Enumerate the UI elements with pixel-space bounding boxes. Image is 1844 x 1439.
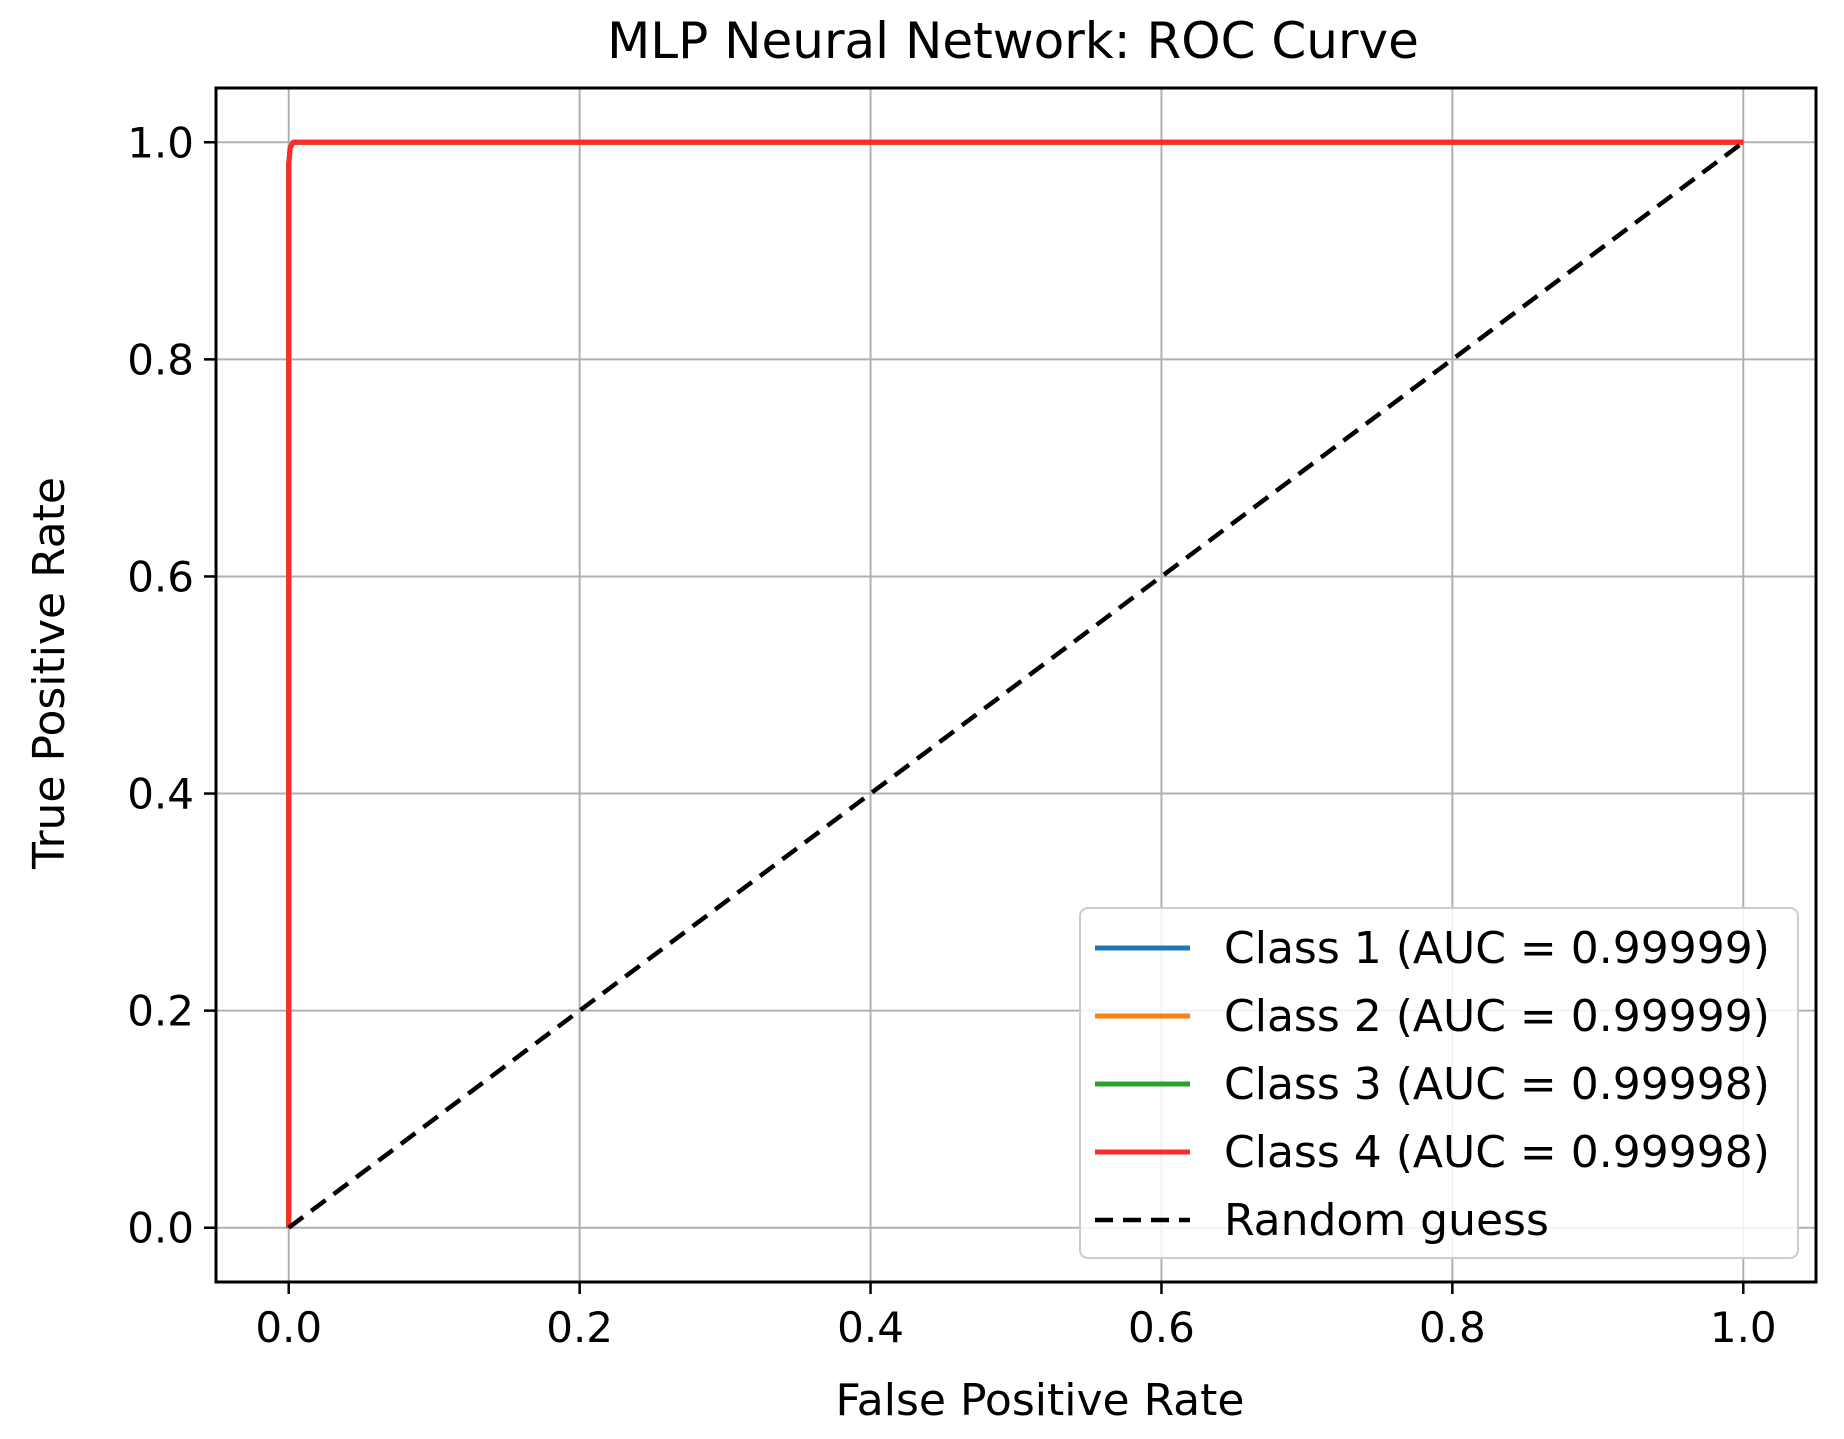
roc-line-class-4 [286,139,1744,1228]
y-axis-label: True Positive Rate [24,477,75,870]
y-tick-label: 1.0 [127,118,194,167]
x-tick-label: 0.8 [1419,1303,1486,1352]
series-group [286,139,1745,1230]
x-axis-label: False Positive Rate [836,1375,1245,1426]
x-tick-label: 0.2 [546,1303,613,1352]
y-tick-label: 0.6 [127,552,194,601]
x-tick-label: 0.6 [1128,1303,1195,1352]
y-tick-label: 0.8 [127,335,194,384]
legend-label: Class 2 (AUC = 0.99999) [1224,991,1770,1042]
legend-box [1079,907,1799,1259]
y-tick-label: 0.2 [127,987,194,1036]
x-tick-label: 0.0 [255,1303,322,1352]
chart-title: MLP Neural Network: ROC Curve [607,12,1419,70]
ticks: 0.0 0.2 0.4 0.6 0.8 1.0 0.0 0.2 0.4 0.6 0.8 1.0 [127,118,1776,1352]
legend: Class 1 (AUC = 0.99999) Class 2 (AUC = 0.… [1079,907,1799,1259]
legend-label: Class 4 (AUC = 0.99998) [1224,1127,1770,1178]
x-tick-label: 0.4 [837,1303,904,1352]
y-tick-label: 0.4 [127,770,194,819]
legend-label: Random guess [1224,1195,1549,1246]
plot-area-frame [214,86,1818,1284]
x-tick-label: 1.0 [1710,1303,1777,1352]
legend-label: Class 1 (AUC = 0.99999) [1224,923,1770,974]
legend-label: Class 3 (AUC = 0.99998) [1224,1059,1770,1110]
y-tick-label: 0.0 [127,1204,194,1253]
grid [216,88,1816,1282]
random-guess-line [287,140,1745,1230]
